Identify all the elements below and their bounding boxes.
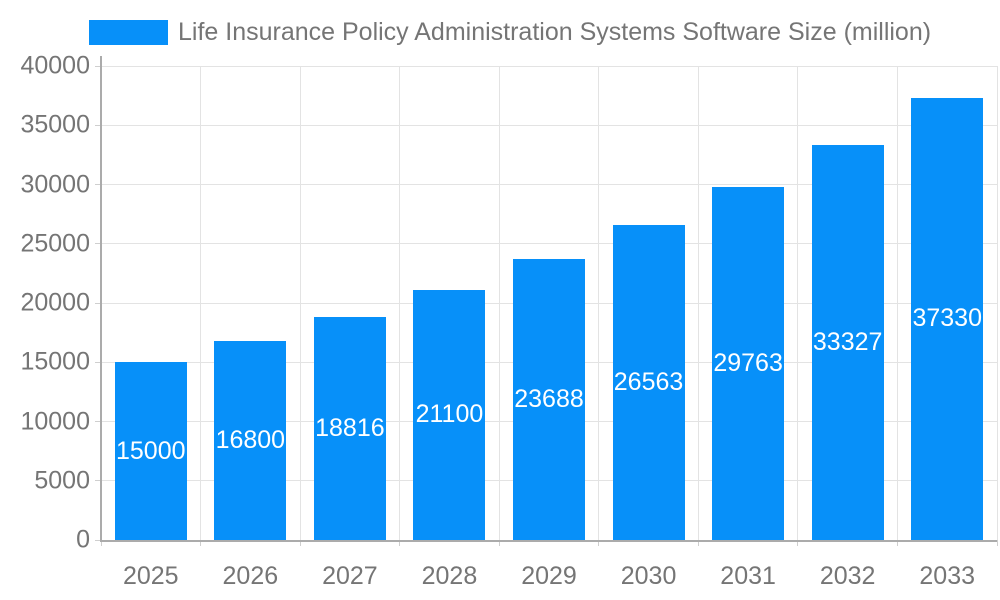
gridline-vertical xyxy=(299,66,301,540)
bar-value-label: 18816 xyxy=(315,414,385,442)
bar-value-label: 26563 xyxy=(613,368,684,397)
bar-value-label: 21100 xyxy=(415,400,484,429)
x-tick-mark xyxy=(200,540,202,546)
y-tick-label: 0 xyxy=(76,525,90,554)
bar: 15000 xyxy=(114,362,187,540)
bar: 29763 xyxy=(712,187,785,540)
bar-value-label: 15000 xyxy=(116,436,186,465)
y-axis-line xyxy=(100,56,102,542)
y-tick-mark xyxy=(95,480,101,482)
bar: 21100 xyxy=(413,289,486,540)
bar: 18816 xyxy=(313,317,386,540)
y-tick-label: 20000 xyxy=(20,288,90,317)
gridline-vertical xyxy=(498,66,500,540)
gridline-vertical xyxy=(896,66,898,540)
legend-label: Life Insurance Policy Administration Sys… xyxy=(178,18,932,46)
gridline-horizontal xyxy=(101,65,997,67)
x-tick-mark xyxy=(498,540,500,546)
y-tick-label: 25000 xyxy=(20,229,90,258)
gridline-vertical xyxy=(697,66,699,540)
gridline-vertical xyxy=(200,66,202,540)
gridline-vertical xyxy=(399,66,401,540)
bar-value-label: 16800 xyxy=(215,425,286,454)
x-tick-label: 2031 xyxy=(720,562,776,590)
x-tick-mark xyxy=(896,540,898,546)
x-tick-mark xyxy=(299,540,301,546)
y-tick-label: 35000 xyxy=(20,110,90,139)
x-tick-mark xyxy=(996,540,998,546)
gridline-horizontal xyxy=(101,184,997,185)
gridline-horizontal xyxy=(101,124,997,126)
y-tick-label: 40000 xyxy=(20,51,90,80)
x-tick-label: 2027 xyxy=(322,562,378,590)
y-tick-label: 10000 xyxy=(20,407,90,435)
y-tick-mark xyxy=(95,65,101,67)
x-tick-label: 2028 xyxy=(421,562,478,590)
bar: 26563 xyxy=(612,225,685,540)
x-tick-label: 2025 xyxy=(122,562,179,590)
x-tick-mark xyxy=(598,540,600,546)
x-tick-label: 2026 xyxy=(222,562,279,590)
y-tick-label: 5000 xyxy=(34,466,90,495)
gridline-vertical xyxy=(598,66,600,540)
x-tick-mark xyxy=(399,540,401,546)
y-tick-label: 15000 xyxy=(20,347,90,376)
x-tick-mark xyxy=(100,540,102,546)
y-tick-mark xyxy=(95,302,101,304)
gridline-vertical xyxy=(996,66,998,540)
y-tick-mark xyxy=(95,361,101,363)
gridline-vertical xyxy=(797,66,799,540)
x-tick-label: 2032 xyxy=(819,562,876,590)
bar-value-label: 37330 xyxy=(912,304,982,333)
bar: 16800 xyxy=(214,340,287,540)
bar: 37330 xyxy=(911,97,984,540)
legend-swatch xyxy=(89,20,168,45)
y-tick-mark xyxy=(95,421,101,422)
y-tick-mark xyxy=(95,184,101,185)
gridline-horizontal xyxy=(101,243,997,245)
x-tick-mark xyxy=(697,540,699,546)
x-tick-label: 2029 xyxy=(521,562,577,590)
y-tick-mark xyxy=(95,124,101,126)
x-tick-label: 2030 xyxy=(620,562,677,590)
x-axis-line xyxy=(101,540,997,542)
y-tick-mark xyxy=(95,243,101,245)
x-tick-label: 2033 xyxy=(919,562,976,590)
bar-value-label: 29763 xyxy=(713,349,783,378)
y-tick-mark xyxy=(95,539,101,541)
bar: 23688 xyxy=(513,259,585,540)
bar-value-label: 23688 xyxy=(514,385,584,414)
bar: 33327 xyxy=(811,145,884,540)
x-tick-mark xyxy=(797,540,799,546)
y-tick-label: 30000 xyxy=(20,170,90,198)
bar-value-label: 33327 xyxy=(812,328,883,357)
